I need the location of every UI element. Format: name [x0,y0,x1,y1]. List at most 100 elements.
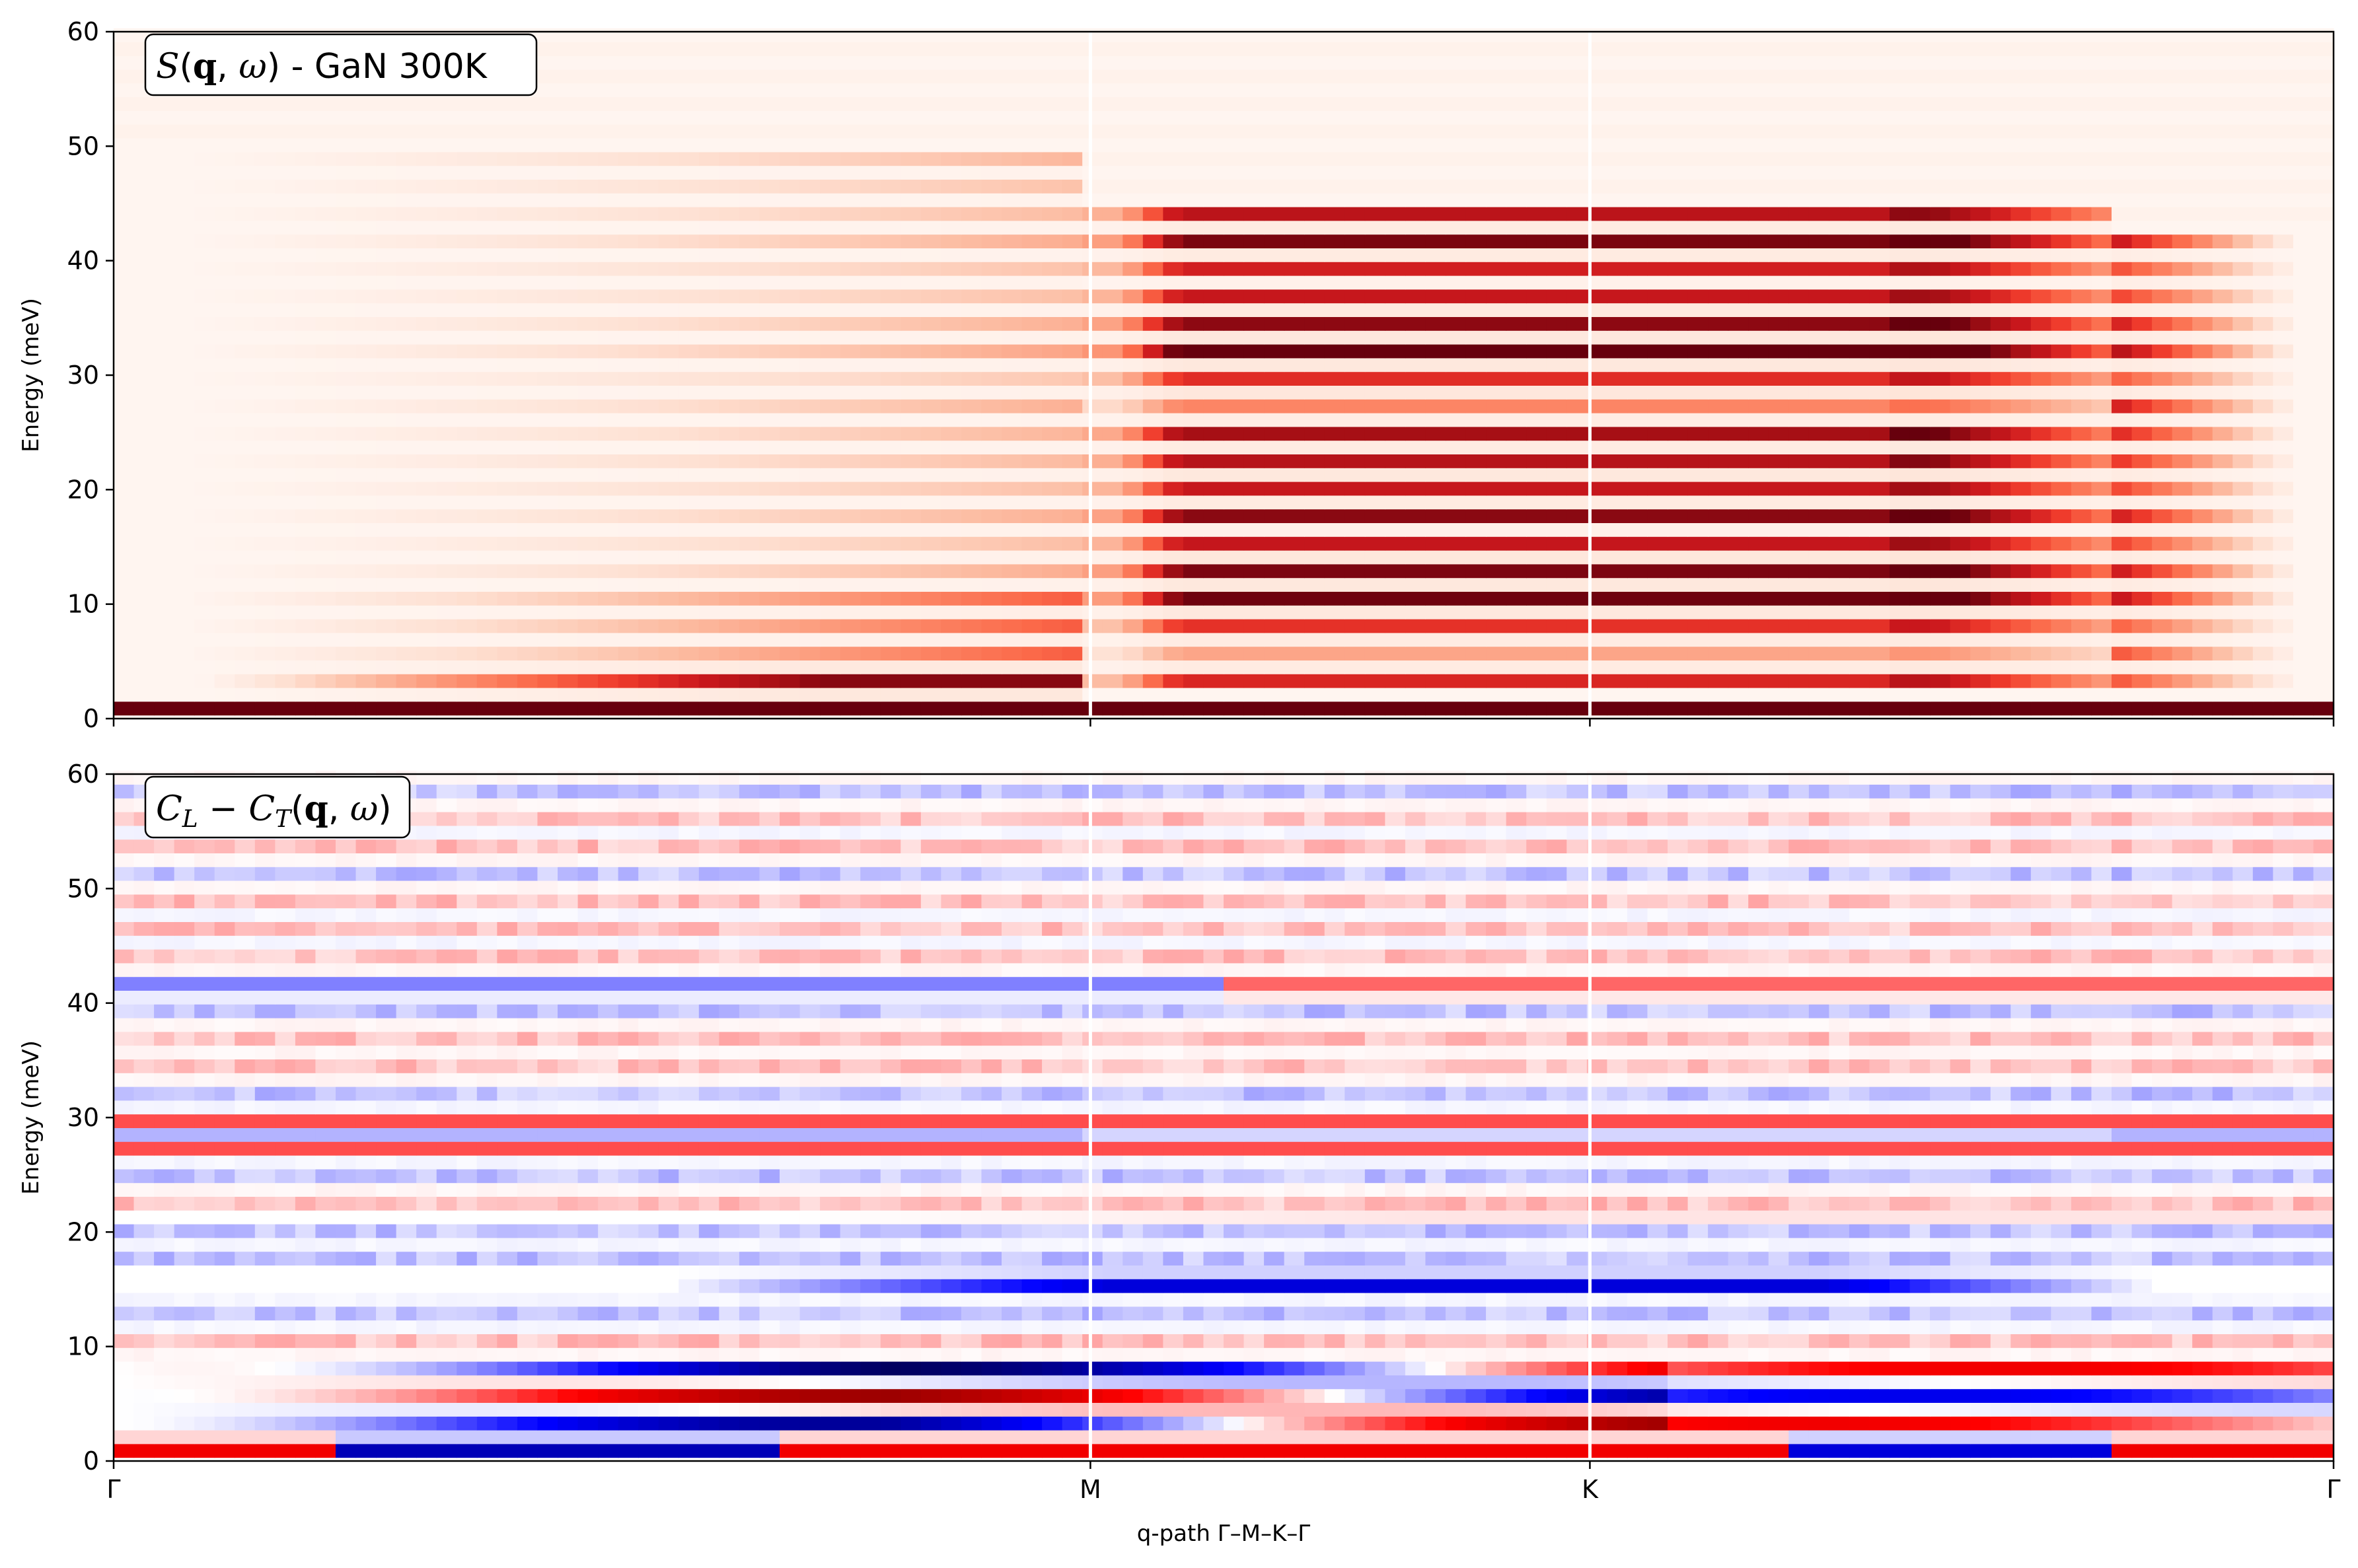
top-heat-cell [820,262,841,276]
top-heat-cell [235,701,256,716]
top-heat-cell [457,399,478,413]
top-heat-cell [476,165,497,180]
top-heat-cell [2131,633,2153,647]
top-heat-cell [315,124,336,139]
top-heat-cell [1607,427,1628,441]
top-heat-cell [1062,577,1083,592]
top-heat-cell [1708,248,1729,262]
top-heat-cell [1425,152,1446,166]
top-heat-cell [254,316,276,331]
top-heat-cell [840,440,861,454]
top-heat-cell [1304,577,1325,592]
top-heat-cell [1849,577,1870,592]
top-heat-cell [1062,619,1083,633]
top-heat-cell [1385,330,1406,345]
top-heat-cell [1970,591,1991,606]
top-heat-cell [1506,399,1527,413]
top-heat-cell [174,454,195,468]
top-heat-cell [2112,358,2133,373]
top-heat-cell [396,165,417,180]
top-heat-cell [1546,646,1567,660]
top-heat-cell [1728,550,1749,565]
top-heat-cell [1748,110,1769,125]
top-heat-cell [476,385,497,400]
top-heat-cell [1264,591,1285,606]
top-heat-cell [1364,262,1385,276]
top-heat-cell [1607,385,1628,400]
top-heat-cell [1668,577,1689,592]
top-heat-cell [2293,619,2314,633]
top-heat-cell [194,688,215,702]
top-heat-cell [355,193,377,207]
top-heat-cell [739,619,760,633]
top-heat-cell [396,468,417,482]
top-heat-cell [1082,536,1103,551]
top-heat-cell [2010,481,2032,496]
top-heat-cell [1890,179,1911,194]
top-heat-cell [719,454,740,468]
top-heat-cell [2192,674,2213,688]
top-heat-cell [1042,275,1063,290]
top-heat-cell [618,193,639,207]
top-heat-cell [719,330,740,345]
top-heat-cell [2212,495,2233,510]
top-heat-cell [1163,330,1184,345]
top-heat-cell [2252,399,2273,413]
top-heat-cell [577,674,599,688]
top-heat-cell [1364,358,1385,373]
top-heat-cell [1062,399,1083,413]
top-heat-cell [436,509,457,523]
top-heat-cell [235,454,256,468]
top-heat-cell [1345,234,1366,248]
top-heat-cell [476,591,497,606]
top-heat-cell [880,481,901,496]
top-heat-cell [1990,440,2011,454]
top-heat-cell [114,674,135,688]
top-heat-cell [1324,385,1345,400]
top-heat-cell [901,179,922,194]
top-heat-cell [2131,371,2153,386]
top-heat-cell [416,330,437,345]
top-heat-cell [1102,371,1123,386]
top-heat-cell [376,385,397,400]
top-heat-cell [1364,413,1385,427]
top-heat-cell [1627,633,1648,647]
top-heat-cell [214,577,235,592]
top-heat-cell [1021,207,1043,221]
top-heat-cell [1465,110,1487,125]
top-heat-cell [1224,591,1245,606]
top-heat-cell [396,207,417,221]
top-heat-cell [2232,358,2254,373]
top-heat-cell [901,688,922,702]
top-heat-cell [1970,303,1991,317]
top-heat-cell [820,165,841,180]
top-heat-cell [2091,344,2112,359]
top-heat-cell [1264,124,1285,139]
top-heat-cell [698,660,719,674]
top-heat-cell [2252,550,2273,565]
top-heat-cell [275,207,296,221]
top-heat-cell [1224,275,1245,290]
top-heat-cell [436,303,457,317]
top-heat-cell [133,399,155,413]
top-heat-cell [1284,221,1305,235]
top-heat-cell [2172,646,2193,660]
top-heat-cell [1586,330,1607,345]
top-heat-cell [1586,193,1607,207]
top-heat-cell [1728,495,1749,510]
top-heat-cell [2293,262,2314,276]
top-heat-cell [1849,221,1870,235]
top-heat-cell [1930,110,1951,125]
top-heat-cell [1748,165,1769,180]
top-heat-cell [759,646,780,660]
top-heat-cell [698,316,719,331]
top-heat-cell [2252,591,2273,606]
top-heat-cell [1930,468,1951,482]
top-heat-cell [1243,303,1265,317]
top-heat-cell [1345,591,1366,606]
top-heat-cell [235,440,256,454]
top-heat-cell [1849,371,1870,386]
top-heat-cell [679,591,700,606]
top-heat-cell [1687,330,1709,345]
top-heat-cell [2010,262,2032,276]
